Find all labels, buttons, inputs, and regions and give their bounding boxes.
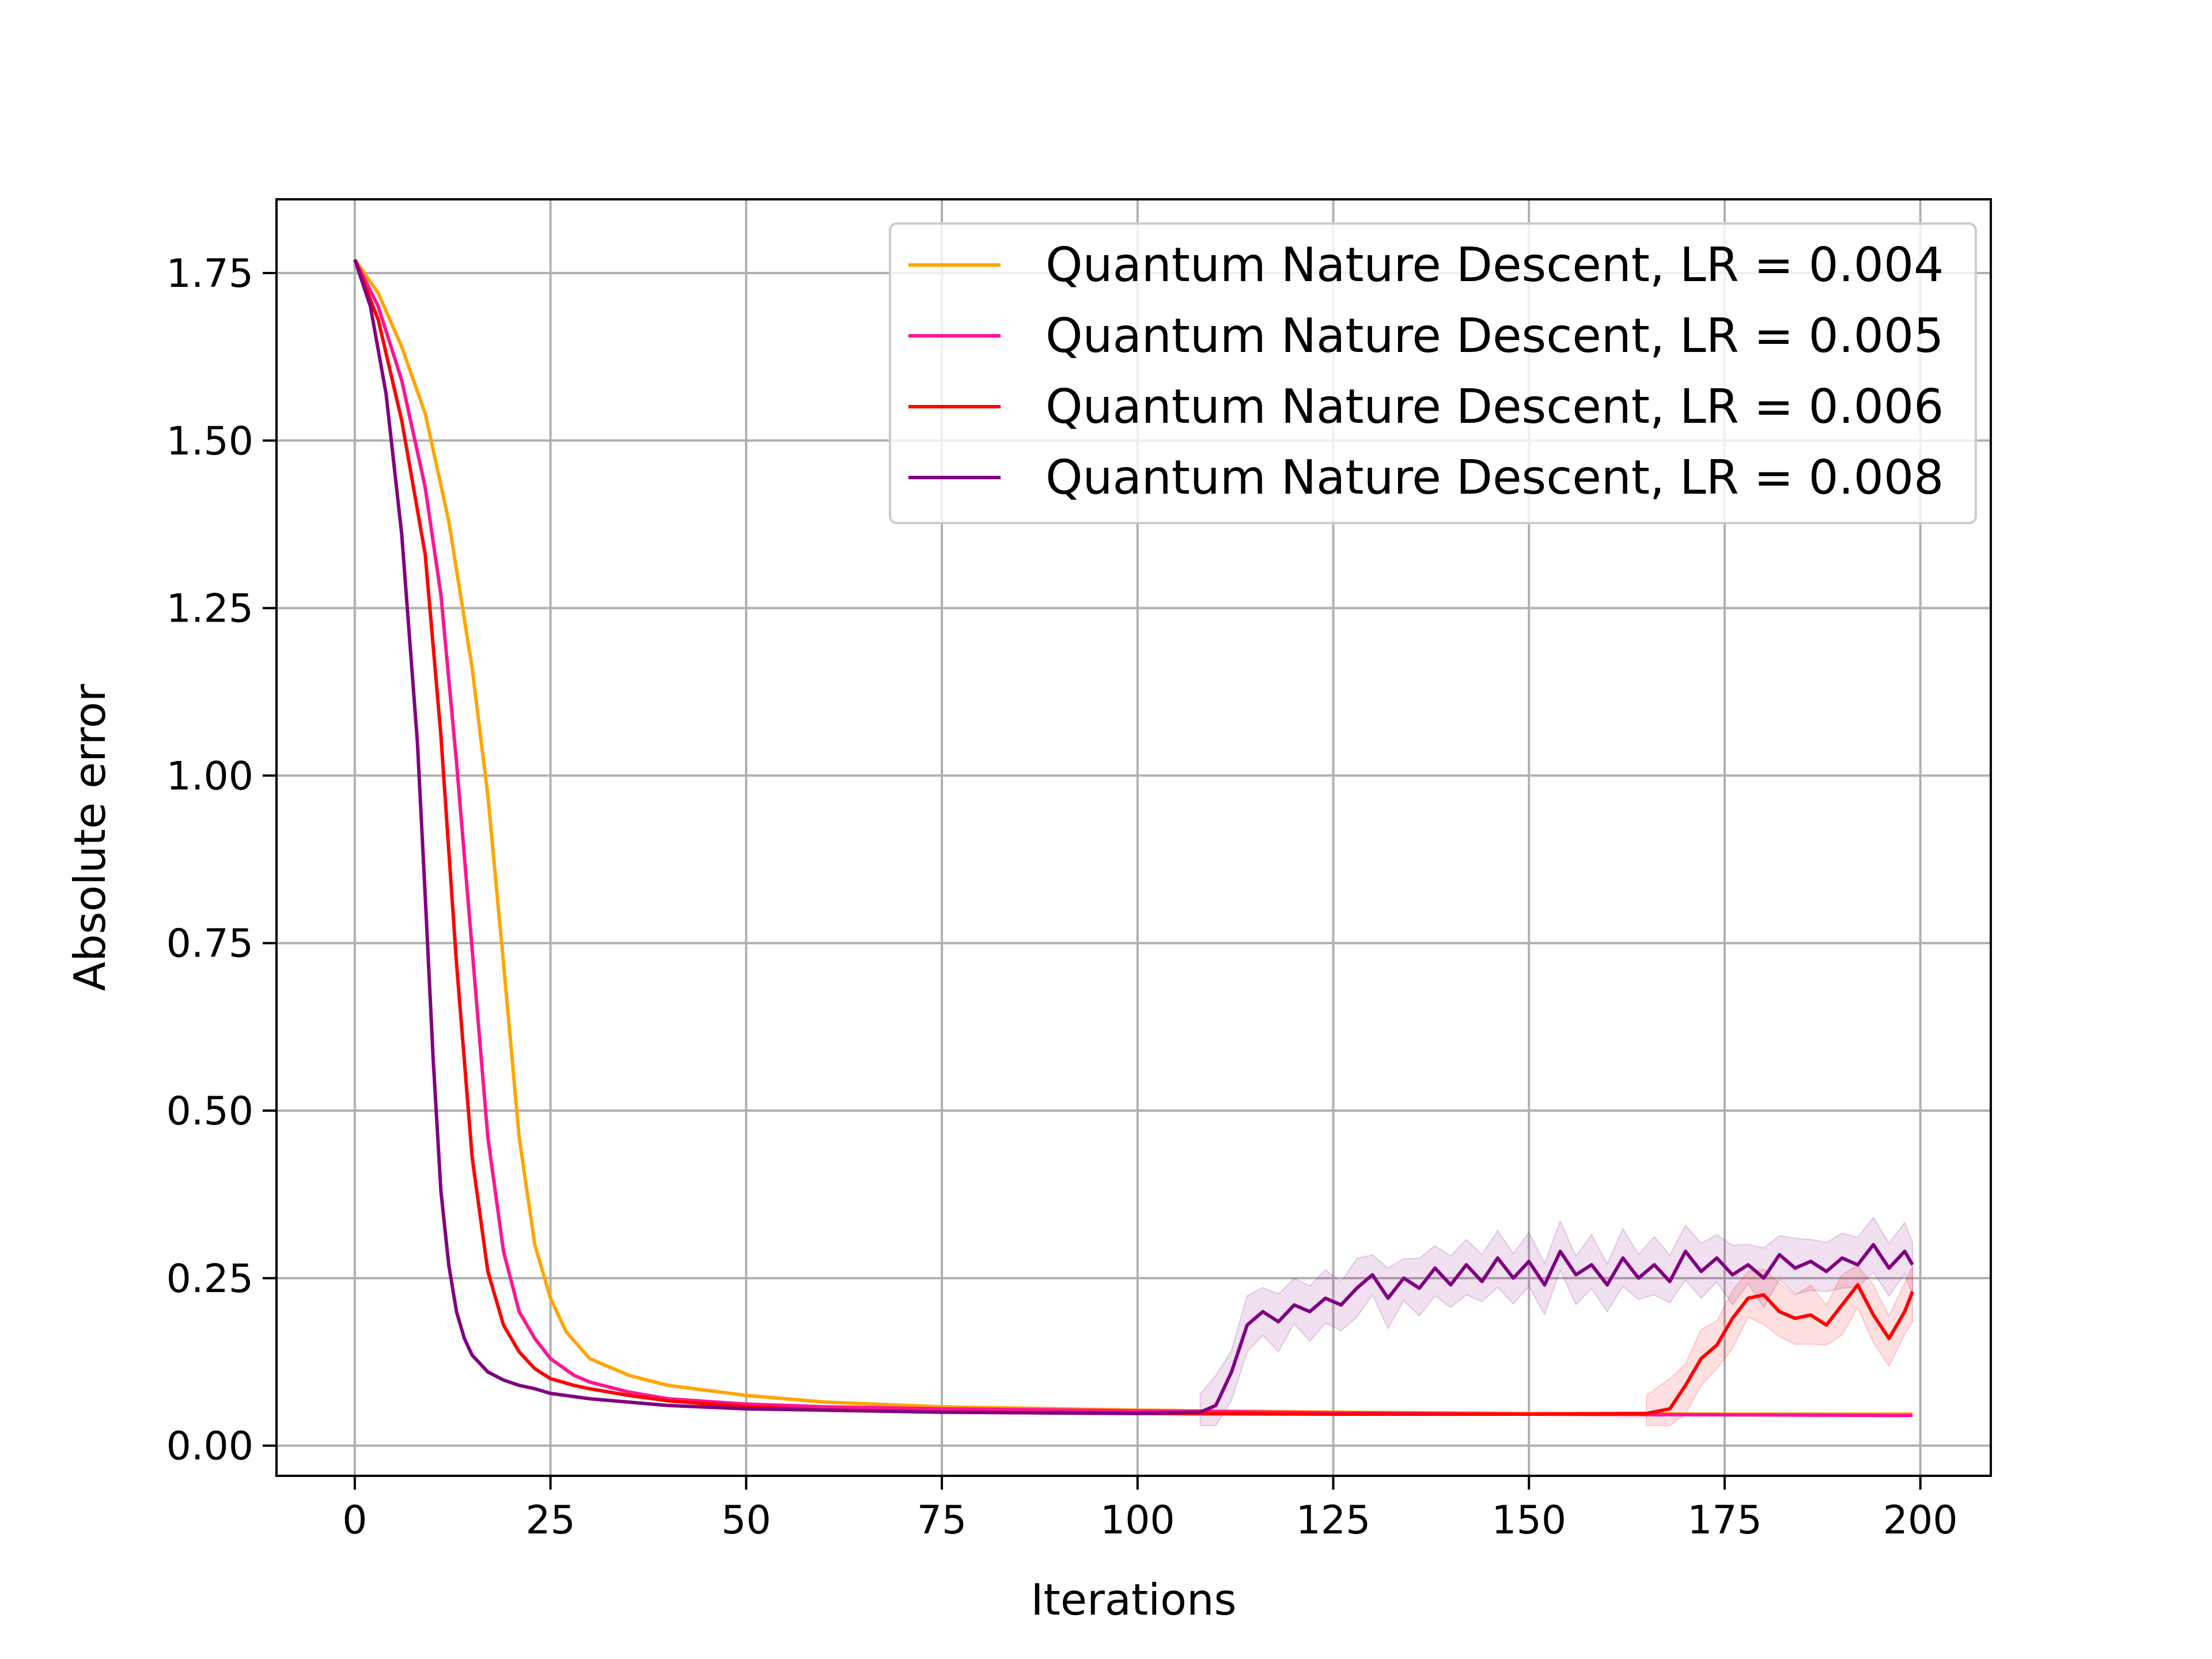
uncertainty-band	[1646, 1264, 1914, 1426]
x-tick-label: 25	[525, 1498, 575, 1543]
legend-entry: Quantum Nature Descent, LR = 0.004	[1046, 238, 1944, 293]
y-tick-label: 0.00	[166, 1424, 253, 1469]
legend-entry: Quantum Nature Descent, LR = 0.008	[1046, 450, 1944, 505]
x-axis-label: Iterations	[1031, 1574, 1236, 1625]
legend-entry: Quantum Nature Descent, LR = 0.005	[1046, 309, 1944, 363]
y-tick-label: 0.25	[166, 1256, 253, 1302]
y-tick-label: 0.50	[166, 1089, 253, 1134]
y-tick-label: 0.75	[166, 921, 253, 967]
y-tick-label: 1.50	[166, 419, 253, 464]
y-axis-label: Absolute error	[65, 684, 115, 991]
y-tick-label: 1.75	[166, 251, 253, 297]
y-tick-label: 1.25	[166, 586, 253, 632]
x-tick-label: 100	[1100, 1498, 1175, 1543]
x-tick-label: 150	[1491, 1498, 1566, 1543]
series-line	[353, 259, 1914, 1416]
x-tick-label: 50	[721, 1498, 771, 1543]
series-line	[353, 259, 1914, 1415]
y-axis-ticks: 0.00 0.25 0.50 0.75 1.00 1.25 1.50 1.75	[166, 251, 276, 1469]
y-tick-label: 1.00	[166, 753, 253, 799]
legend-box	[889, 222, 1977, 524]
series-lines	[353, 258, 1914, 1418]
x-tick-label: 125	[1296, 1498, 1371, 1543]
x-tick-label: 75	[917, 1498, 967, 1543]
x-tick-label: 200	[1883, 1498, 1958, 1543]
x-tick-label: 175	[1687, 1498, 1762, 1543]
plot-frame	[275, 198, 1992, 1477]
x-tick-label: 0	[342, 1498, 367, 1543]
legend: Quantum Nature Descent, LR = 0.004 Quantu…	[889, 222, 1977, 524]
legend-entry: Quantum Nature Descent, LR = 0.006	[1046, 380, 1944, 434]
x-axis-ticks: 0 25 50 75 100 125 150 175 200	[342, 1476, 1958, 1543]
